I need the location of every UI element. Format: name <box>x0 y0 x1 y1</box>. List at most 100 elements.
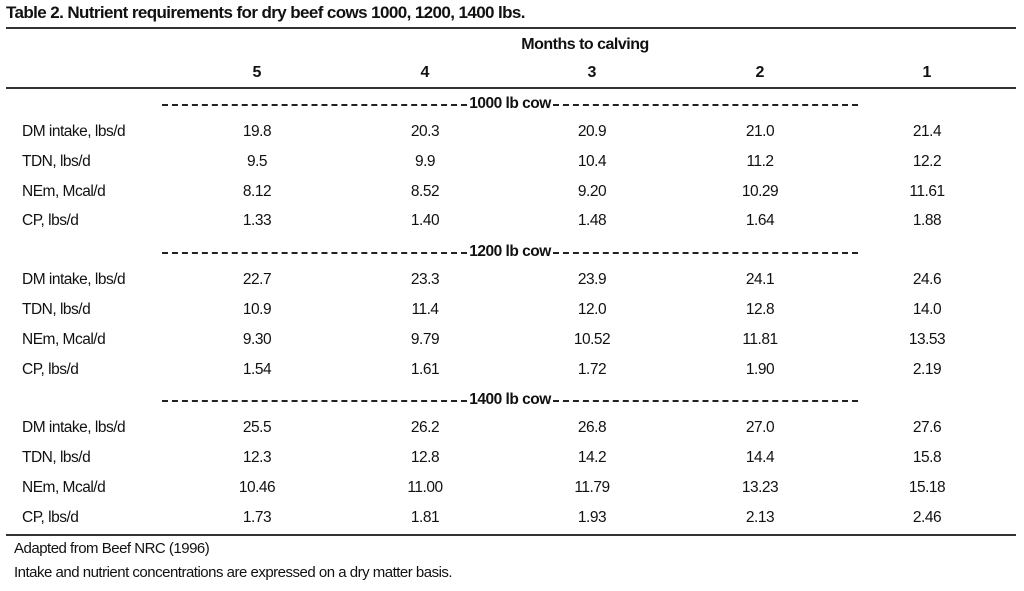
table-row: DM intake, lbs/d 25.5 26.2 26.8 27.0 27.6 <box>0 419 1024 439</box>
table-cell: 11.4 <box>411 301 439 318</box>
table-cell: 1.64 <box>745 212 775 230</box>
row-label: CP, lbs/d <box>22 212 79 230</box>
table-cell: 27.6 <box>912 419 942 437</box>
table-cell: 27.0 <box>745 419 775 437</box>
table-row: CP, lbs/d 1.73 1.81 1.93 2.13 2.46 <box>0 509 1024 529</box>
table-cell: 11.79 <box>574 479 610 496</box>
table-cell: 11.61 <box>909 182 945 200</box>
table-cell: 10.52 <box>573 330 611 348</box>
table-cell: 9.20 <box>577 182 607 200</box>
table-cell: 12.2 <box>912 152 942 170</box>
table-cell: 2.19 <box>912 360 942 378</box>
column-header: 1 <box>922 64 932 81</box>
footnote: Adapted from Beef NRC (1996) <box>14 540 210 557</box>
table-cell: 1.33 <box>242 212 272 230</box>
table-cell: 22.7 <box>242 271 272 289</box>
table-cell: 11.2 <box>746 152 774 170</box>
column-header: 4 <box>420 64 430 81</box>
table-cell: 15.18 <box>908 479 946 496</box>
table-cell: 23.9 <box>577 271 607 289</box>
dash-line <box>552 252 859 255</box>
column-header: 3 <box>587 64 597 81</box>
table-cell: 9.9 <box>414 152 436 170</box>
table-cell: 14.0 <box>912 301 942 318</box>
table-cell: 26.2 <box>410 419 440 437</box>
table-cell: 20.9 <box>577 123 607 140</box>
table-cell: 14.2 <box>577 449 607 467</box>
section-label: 1400 lb cow <box>469 391 551 409</box>
row-label: DM intake, lbs/d <box>22 419 126 437</box>
table-row: TDN, lbs/d 9.5 9.9 10.4 11.2 12.2 <box>0 153 1024 173</box>
table-cell: 1.73 <box>242 508 272 526</box>
table-row: NEm, Mcal/d 9.30 9.79 10.52 11.81 13.53 <box>0 331 1024 351</box>
table-cell: 9.79 <box>410 330 440 348</box>
table-cell: 11.81 <box>742 330 778 348</box>
table-cell: 1.54 <box>242 360 272 378</box>
bottom-rule <box>6 534 1016 536</box>
dash-line <box>552 104 859 106</box>
table-cell: 13.23 <box>741 479 779 496</box>
table-cell: 24.6 <box>912 271 942 289</box>
row-label: DM intake, lbs/d <box>22 271 126 289</box>
table-cell: 1.88 <box>912 212 942 230</box>
table-title: Table 2. Nutrient requirements for dry b… <box>6 3 526 22</box>
column-group-header: Months to calving <box>0 36 1010 54</box>
section-header: 1400 lb cow <box>162 390 859 410</box>
column-header: 5 <box>252 64 262 81</box>
table-cell: 13.53 <box>908 330 946 348</box>
dash-line <box>162 400 468 403</box>
table-cell: 12.8 <box>410 449 440 467</box>
table-cell: 2.46 <box>912 508 942 526</box>
section-header: 1200 lb cow <box>162 242 859 262</box>
footnote: Intake and nutrient concentrations are e… <box>14 564 453 581</box>
dash-line <box>552 400 859 403</box>
column-group-label: Months to calving <box>521 36 649 53</box>
dash-line <box>162 104 468 106</box>
table-row: DM intake, lbs/d 19.8 20.3 20.9 21.0 21.4 <box>0 123 1024 143</box>
table-cell: 24.1 <box>745 271 775 289</box>
table-row: CP, lbs/d 1.33 1.40 1.48 1.64 1.88 <box>0 212 1024 232</box>
table-cell: 1.93 <box>577 508 607 526</box>
table-cell: 10.46 <box>238 479 276 496</box>
section-label: 1200 lb cow <box>469 243 551 261</box>
table-cell: 1.61 <box>410 360 440 378</box>
table-cell: 2.13 <box>745 508 775 526</box>
table-row: TDN, lbs/d 12.3 12.8 14.2 14.4 15.8 <box>0 449 1024 469</box>
row-label: TDN, lbs/d <box>22 152 91 170</box>
section-label: 1000 lb cow <box>469 95 551 112</box>
table-cell: 10.29 <box>741 182 779 200</box>
table-cell: 21.0 <box>745 123 775 140</box>
table-row: NEm, Mcal/d 8.12 8.52 9.20 10.29 11.61 <box>0 183 1024 203</box>
table-cell: 1.48 <box>577 212 607 230</box>
top-rule <box>6 27 1016 29</box>
table-cell: 12.8 <box>745 301 775 318</box>
table-cell: 20.3 <box>410 123 440 140</box>
table-cell: 9.5 <box>246 152 268 170</box>
table-cell: 11.00 <box>407 479 443 496</box>
row-label: NEm, Mcal/d <box>22 479 106 496</box>
row-label: CP, lbs/d <box>22 360 79 378</box>
table-cell: 1.81 <box>410 508 440 526</box>
table-cell: 10.9 <box>242 301 272 318</box>
table-row: DM intake, lbs/d 22.7 23.3 23.9 24.1 24.6 <box>0 271 1024 291</box>
table-row: CP, lbs/d 1.54 1.61 1.72 1.90 2.19 <box>0 361 1024 381</box>
table-cell: 12.3 <box>242 449 272 467</box>
row-label: TDN, lbs/d <box>22 301 91 318</box>
column-header: 2 <box>755 64 765 81</box>
table-cell: 10.4 <box>577 152 607 170</box>
section-header: 1000 lb cow <box>162 94 859 114</box>
table-cell: 8.52 <box>410 182 440 200</box>
table-cell: 26.8 <box>577 419 607 437</box>
table-cell: 1.40 <box>410 212 440 230</box>
table-row: TDN, lbs/d 10.9 11.4 12.0 12.8 14.0 <box>0 301 1024 321</box>
row-label: NEm, Mcal/d <box>22 330 106 348</box>
table-cell: 21.4 <box>912 123 942 140</box>
dash-line <box>162 252 468 255</box>
table-cell: 12.0 <box>577 301 607 318</box>
table-cell: 14.4 <box>745 449 775 467</box>
row-label: CP, lbs/d <box>22 508 79 526</box>
table-cell: 8.12 <box>242 182 272 200</box>
row-label: TDN, lbs/d <box>22 449 91 467</box>
table-cell: 1.90 <box>745 360 775 378</box>
table-row: NEm, Mcal/d 10.46 11.00 11.79 13.23 15.18 <box>0 479 1024 499</box>
